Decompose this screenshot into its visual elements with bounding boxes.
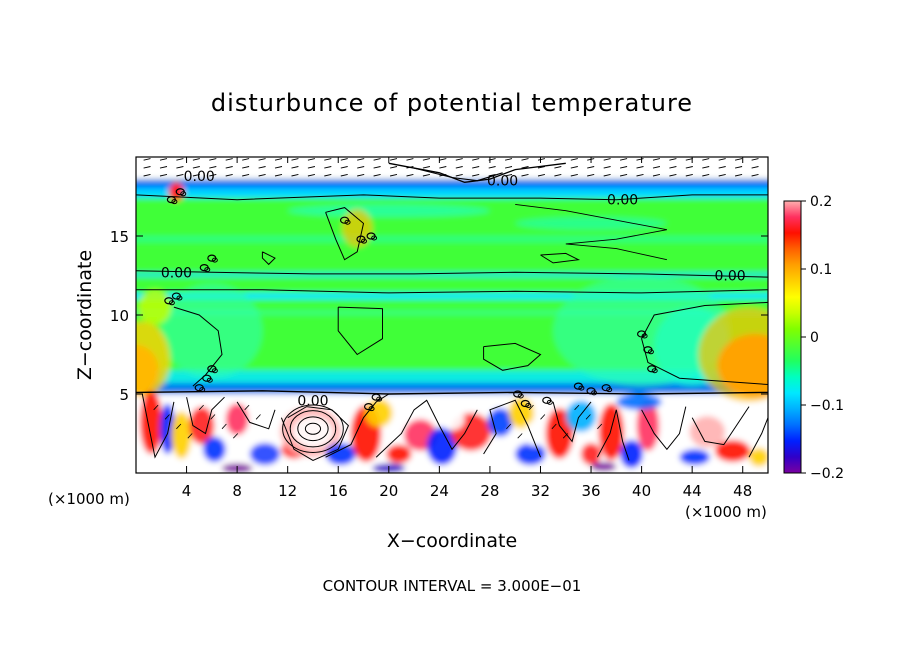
temperature-field — [136, 157, 768, 473]
y-axis-label: Z−coordinate — [74, 250, 96, 380]
contour-lines — [136, 158, 768, 461]
x-tick-label: 36 — [581, 482, 600, 500]
x-tick-label: 40 — [632, 482, 651, 500]
x-tick-label: 28 — [480, 482, 499, 500]
x-axis: 4 8 12 16 20 24 28 32 36 40 44 48 — [182, 157, 752, 500]
x-axis-label: X−coordinate — [387, 530, 517, 552]
contour-value-label: 0.00 — [487, 174, 518, 190]
y-axis: 5 10 15 — [110, 228, 768, 404]
x-tick-label: 32 — [531, 482, 550, 500]
x-tick-label: 24 — [430, 482, 449, 500]
y-tick-label: 15 — [110, 228, 129, 246]
colorbar-tick-label: 0 — [810, 330, 819, 346]
colorbar-tick-label: −0.2 — [810, 466, 844, 482]
colorbar-tick-label: −0.1 — [810, 398, 844, 414]
x-tick-label: 8 — [232, 482, 242, 500]
chart-title: disturbunce of potential temperature — [211, 89, 693, 117]
x-tick-label: 48 — [733, 482, 752, 500]
x-axis-unit: (×1000 m) — [48, 490, 130, 508]
x-tick-label: 16 — [329, 482, 348, 500]
contour-interval-note: CONTOUR INTERVAL = 3.000E−01 — [323, 577, 582, 595]
plot-area — [136, 157, 768, 473]
contour-value-label: 0.00 — [297, 393, 328, 409]
contour-label-layer: 0.00 0.00 0.00 0.00 0.00 0.00 — [161, 169, 746, 409]
contour-value-label: 0.00 — [714, 269, 745, 285]
contour-value-label: 0.00 — [607, 193, 638, 209]
x-tick-label: 4 — [182, 482, 192, 500]
x-axis-unit-right: (×1000 m) — [685, 503, 767, 521]
colorbar-tick-label: 0.2 — [810, 194, 832, 210]
colorbar-tick-label: 0.1 — [810, 262, 832, 278]
x-tick-label: 20 — [379, 482, 398, 500]
x-tick-label: 44 — [683, 482, 702, 500]
y-tick-label: 10 — [110, 307, 129, 325]
colorbar: 0.2 0.1 0 −0.1 −0.2 — [783, 194, 844, 482]
x-tick-label: 12 — [278, 482, 297, 500]
contour-value-label: 0.00 — [161, 265, 192, 281]
contour-value-label: 0.00 — [184, 169, 215, 185]
y-tick-label: 5 — [119, 386, 129, 404]
colorbar-gradient — [784, 201, 801, 473]
